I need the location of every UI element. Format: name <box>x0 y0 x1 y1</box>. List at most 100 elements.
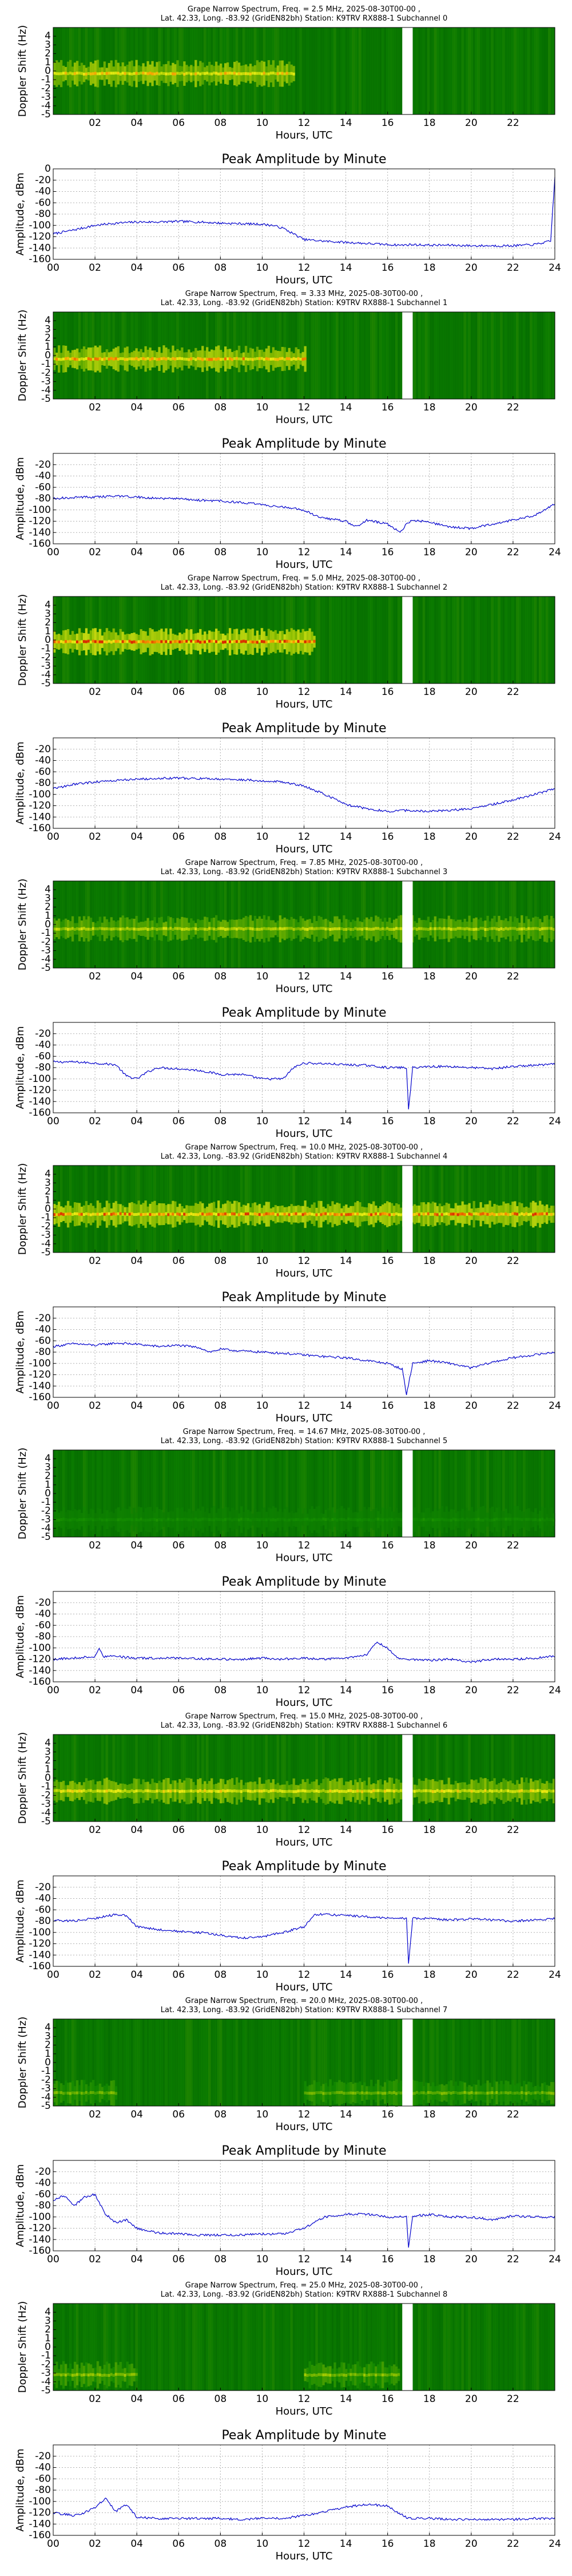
spectrogram-signal-line <box>190 639 193 643</box>
spectrogram-column <box>366 1735 368 1822</box>
spectrogram-signal-line <box>454 927 458 931</box>
spectrogram-signal-line <box>472 1212 476 1215</box>
spectrogram-column <box>240 1450 243 1537</box>
spectrogram-signal-line <box>543 927 546 930</box>
spectrogram-signal-line <box>347 1789 350 1792</box>
spectrogram-column <box>418 27 421 114</box>
spectrogram-signal-line <box>215 640 218 643</box>
spectrogram-signal-line <box>377 1212 380 1215</box>
spectrogram-column <box>82 1735 86 1822</box>
spectrogram-signal-line <box>162 1518 165 1521</box>
spectrogram-column <box>281 1735 284 1822</box>
spectrogram-column <box>548 1735 551 1822</box>
spectrogram-column <box>386 1735 389 1822</box>
amplitude-x-tick-label: 20 <box>465 262 478 274</box>
spectrogram-signal-line <box>237 72 241 76</box>
spectrogram-signal-line <box>484 1789 487 1792</box>
spectrogram-column <box>331 1450 334 1537</box>
spectrogram-column <box>359 596 362 683</box>
spectrogram-column <box>87 1450 90 1537</box>
spectrogram-column <box>352 27 355 114</box>
spectrogram-column <box>295 27 298 114</box>
spectrogram-signal-line <box>89 641 93 644</box>
spectrogram-column <box>518 312 521 399</box>
spectrogram-signal-line <box>133 357 136 361</box>
amplitude-x-tick-label: 02 <box>89 1969 101 1981</box>
spectrogram-signal-line <box>96 1518 100 1521</box>
spectrogram-column <box>64 1735 67 1822</box>
spectrogram-signal-line <box>92 1212 95 1216</box>
amplitude-y-label: Amplitude, dBm <box>14 742 26 825</box>
spectrogram-column <box>507 27 510 114</box>
spectrogram-signal-line <box>76 1212 79 1215</box>
spectrogram-column <box>228 1450 232 1537</box>
spectrogram-signal-line <box>359 927 362 931</box>
spectrogram-signal-line <box>502 1518 505 1521</box>
spectrogram-signal-line <box>114 1789 118 1793</box>
spectrogram-signal-line <box>158 640 161 643</box>
spectrogram-signal-line <box>185 357 188 361</box>
spectrogram-signal-line <box>228 1789 232 1792</box>
spectrogram-signal-line <box>220 927 223 930</box>
spectrogram-signal-line <box>183 927 186 931</box>
spectrogram-signal-line <box>142 1518 145 1522</box>
spectrogram-column <box>429 312 432 399</box>
spectrogram-signal-line <box>224 1789 227 1793</box>
spectrogram-signal-line <box>265 357 268 361</box>
spectrogram-signal-line <box>463 1789 467 1792</box>
spectrogram-column <box>359 1450 362 1537</box>
spectrogram-column <box>135 2019 138 2106</box>
spectrogram-column <box>534 27 537 114</box>
spectrogram-signal-line <box>231 1212 234 1215</box>
spectrogram-signal-line <box>397 1518 400 1521</box>
spectrogram-signal-line <box>498 1518 500 1521</box>
spectrogram-signal-line <box>290 1789 293 1793</box>
spectrogram-column <box>285 1735 289 1822</box>
spectrogram-signal-line <box>304 1212 307 1215</box>
spectrogram-signal-line <box>108 357 111 361</box>
spectrogram-signal-line <box>235 1213 239 1216</box>
spectrogram-column <box>443 27 446 114</box>
spectrogram-signal-line <box>418 1789 421 1792</box>
spectrogram-signal-line <box>295 357 298 361</box>
spectrogram-signal-line <box>169 1212 172 1216</box>
spectrogram-column <box>256 1450 259 1537</box>
spectrogram-signal-line <box>66 1212 70 1216</box>
spectrogram-signal-line <box>463 927 467 931</box>
spectrogram-signal-line <box>313 1789 316 1793</box>
amplitude-x-tick-label: 00 <box>47 1400 59 1412</box>
spectrogram-signal-line <box>172 72 174 76</box>
spectrogram-y-tick-label: -5 <box>41 393 51 405</box>
spectrogram-signal-line <box>73 1789 77 1793</box>
spectrogram-column <box>475 27 478 114</box>
amplitude-x-tick-label: 22 <box>507 1685 519 1696</box>
spectrogram-signal-line <box>461 1789 464 1792</box>
spectrogram-column <box>183 1735 186 1822</box>
spectrogram-column <box>466 1735 469 1822</box>
spectrogram-signal-line <box>288 1789 291 1793</box>
amplitude-x-tick-label: 22 <box>507 831 519 843</box>
spectrogram-column <box>548 312 551 399</box>
spectrogram-signal-line <box>231 72 234 75</box>
spectrogram-signal-line <box>285 927 289 930</box>
spectrogram-column <box>267 1450 271 1537</box>
spectrogram-signal-line <box>194 640 197 643</box>
spectrogram-y-tick-label: -3 <box>41 92 51 103</box>
spectrogram-signal-line <box>327 1212 329 1216</box>
spectrogram-column <box>463 596 467 683</box>
spectrogram-column <box>101 2019 104 2106</box>
spectrogram-signal-line <box>146 640 150 643</box>
spectrogram-signal-line <box>292 927 296 931</box>
spectrogram-column <box>256 2019 259 2106</box>
spectrogram-signal-line <box>311 1789 314 1792</box>
amplitude-x-tick-label: 16 <box>382 1400 394 1412</box>
spectrogram-signal-line <box>491 1789 494 1793</box>
spectrogram-signal-line <box>470 1518 474 1522</box>
spectrogram-signal-line <box>317 1518 321 1521</box>
spectrogram-signal-line <box>507 1213 510 1216</box>
spectrogram-signal-line <box>217 1789 220 1793</box>
spectrogram-signal-line <box>160 357 163 361</box>
spectrogram-column <box>477 27 480 114</box>
spectrogram-signal-line <box>124 1212 127 1215</box>
spectrogram-y-tick-label: -1 <box>41 1496 51 1508</box>
